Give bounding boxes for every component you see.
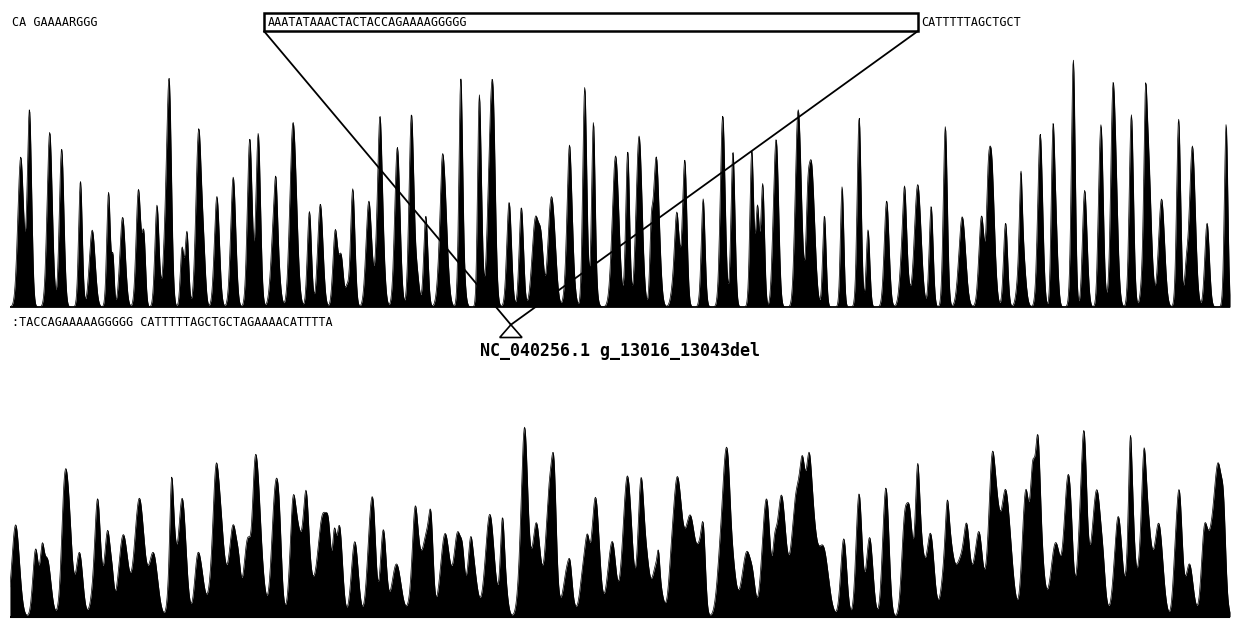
Text: CATTTTTAGCTGCT: CATTTTTAGCTGCT xyxy=(921,16,1021,29)
Text: :TACCAGAAAAAGGGGG CATTTTTAGCTGCTAGAAAACATTTTA: :TACCAGAAAAAGGGGG CATTTTTAGCTGCTAGAAAACA… xyxy=(12,316,334,329)
Text: AAATATAAACTACTACCAGAAAAGGGGG: AAATATAAACTACTACCAGAAAAGGGGG xyxy=(268,16,467,29)
Bar xyxy=(264,13,918,31)
Polygon shape xyxy=(500,325,522,338)
Text: NC_040256.1 g_13016_13043del: NC_040256.1 g_13016_13043del xyxy=(480,342,760,360)
Text: CA GAAAARGGG: CA GAAAARGGG xyxy=(12,16,98,29)
